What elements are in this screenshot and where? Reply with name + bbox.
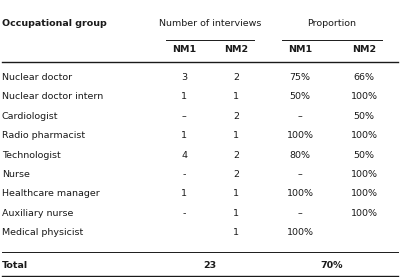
Text: 50%: 50% bbox=[354, 112, 374, 121]
Text: 3: 3 bbox=[181, 73, 187, 82]
Text: 50%: 50% bbox=[354, 151, 374, 160]
Text: -: - bbox=[182, 170, 186, 179]
Text: Proportion: Proportion bbox=[308, 19, 356, 28]
Text: Nuclear doctor: Nuclear doctor bbox=[2, 73, 72, 82]
Text: 2: 2 bbox=[233, 73, 239, 82]
Text: 1: 1 bbox=[233, 131, 239, 140]
Text: NM1: NM1 bbox=[172, 45, 196, 54]
Text: 2: 2 bbox=[233, 112, 239, 121]
Text: 1: 1 bbox=[233, 228, 239, 237]
Text: 70%: 70% bbox=[321, 261, 343, 270]
Text: 1: 1 bbox=[181, 93, 187, 101]
Text: 100%: 100% bbox=[350, 93, 378, 101]
Text: Number of interviews: Number of interviews bbox=[159, 19, 261, 28]
Text: NM2: NM2 bbox=[352, 45, 376, 54]
Text: Total: Total bbox=[2, 261, 28, 270]
Text: –: – bbox=[298, 112, 302, 121]
Text: 80%: 80% bbox=[290, 151, 310, 160]
Text: NM2: NM2 bbox=[224, 45, 248, 54]
Text: Healthcare manager: Healthcare manager bbox=[2, 189, 100, 198]
Text: 100%: 100% bbox=[350, 131, 378, 140]
Text: 1: 1 bbox=[233, 209, 239, 218]
Text: Technologist: Technologist bbox=[2, 151, 61, 160]
Text: 100%: 100% bbox=[350, 209, 378, 218]
Text: NM1: NM1 bbox=[288, 45, 312, 54]
Text: 100%: 100% bbox=[286, 131, 314, 140]
Text: 50%: 50% bbox=[290, 93, 310, 101]
Text: 100%: 100% bbox=[350, 170, 378, 179]
Text: 75%: 75% bbox=[290, 73, 310, 82]
Text: Radio pharmacist: Radio pharmacist bbox=[2, 131, 85, 140]
Text: Occupational group: Occupational group bbox=[2, 19, 107, 28]
Text: Auxiliary nurse: Auxiliary nurse bbox=[2, 209, 73, 218]
Text: -: - bbox=[182, 209, 186, 218]
Text: 1: 1 bbox=[233, 93, 239, 101]
Text: 1: 1 bbox=[233, 189, 239, 198]
Text: 100%: 100% bbox=[350, 189, 378, 198]
Text: 1: 1 bbox=[181, 131, 187, 140]
Text: 2: 2 bbox=[233, 151, 239, 160]
Text: Medical physicist: Medical physicist bbox=[2, 228, 83, 237]
Text: 23: 23 bbox=[204, 261, 216, 270]
Text: 100%: 100% bbox=[286, 228, 314, 237]
Text: –: – bbox=[182, 112, 186, 121]
Text: 4: 4 bbox=[181, 151, 187, 160]
Text: 100%: 100% bbox=[286, 189, 314, 198]
Text: –: – bbox=[298, 209, 302, 218]
Text: –: – bbox=[298, 170, 302, 179]
Text: Nuclear doctor intern: Nuclear doctor intern bbox=[2, 93, 103, 101]
Text: Cardiologist: Cardiologist bbox=[2, 112, 58, 121]
Text: 66%: 66% bbox=[354, 73, 374, 82]
Text: 2: 2 bbox=[233, 170, 239, 179]
Text: Nurse: Nurse bbox=[2, 170, 30, 179]
Text: 1: 1 bbox=[181, 189, 187, 198]
